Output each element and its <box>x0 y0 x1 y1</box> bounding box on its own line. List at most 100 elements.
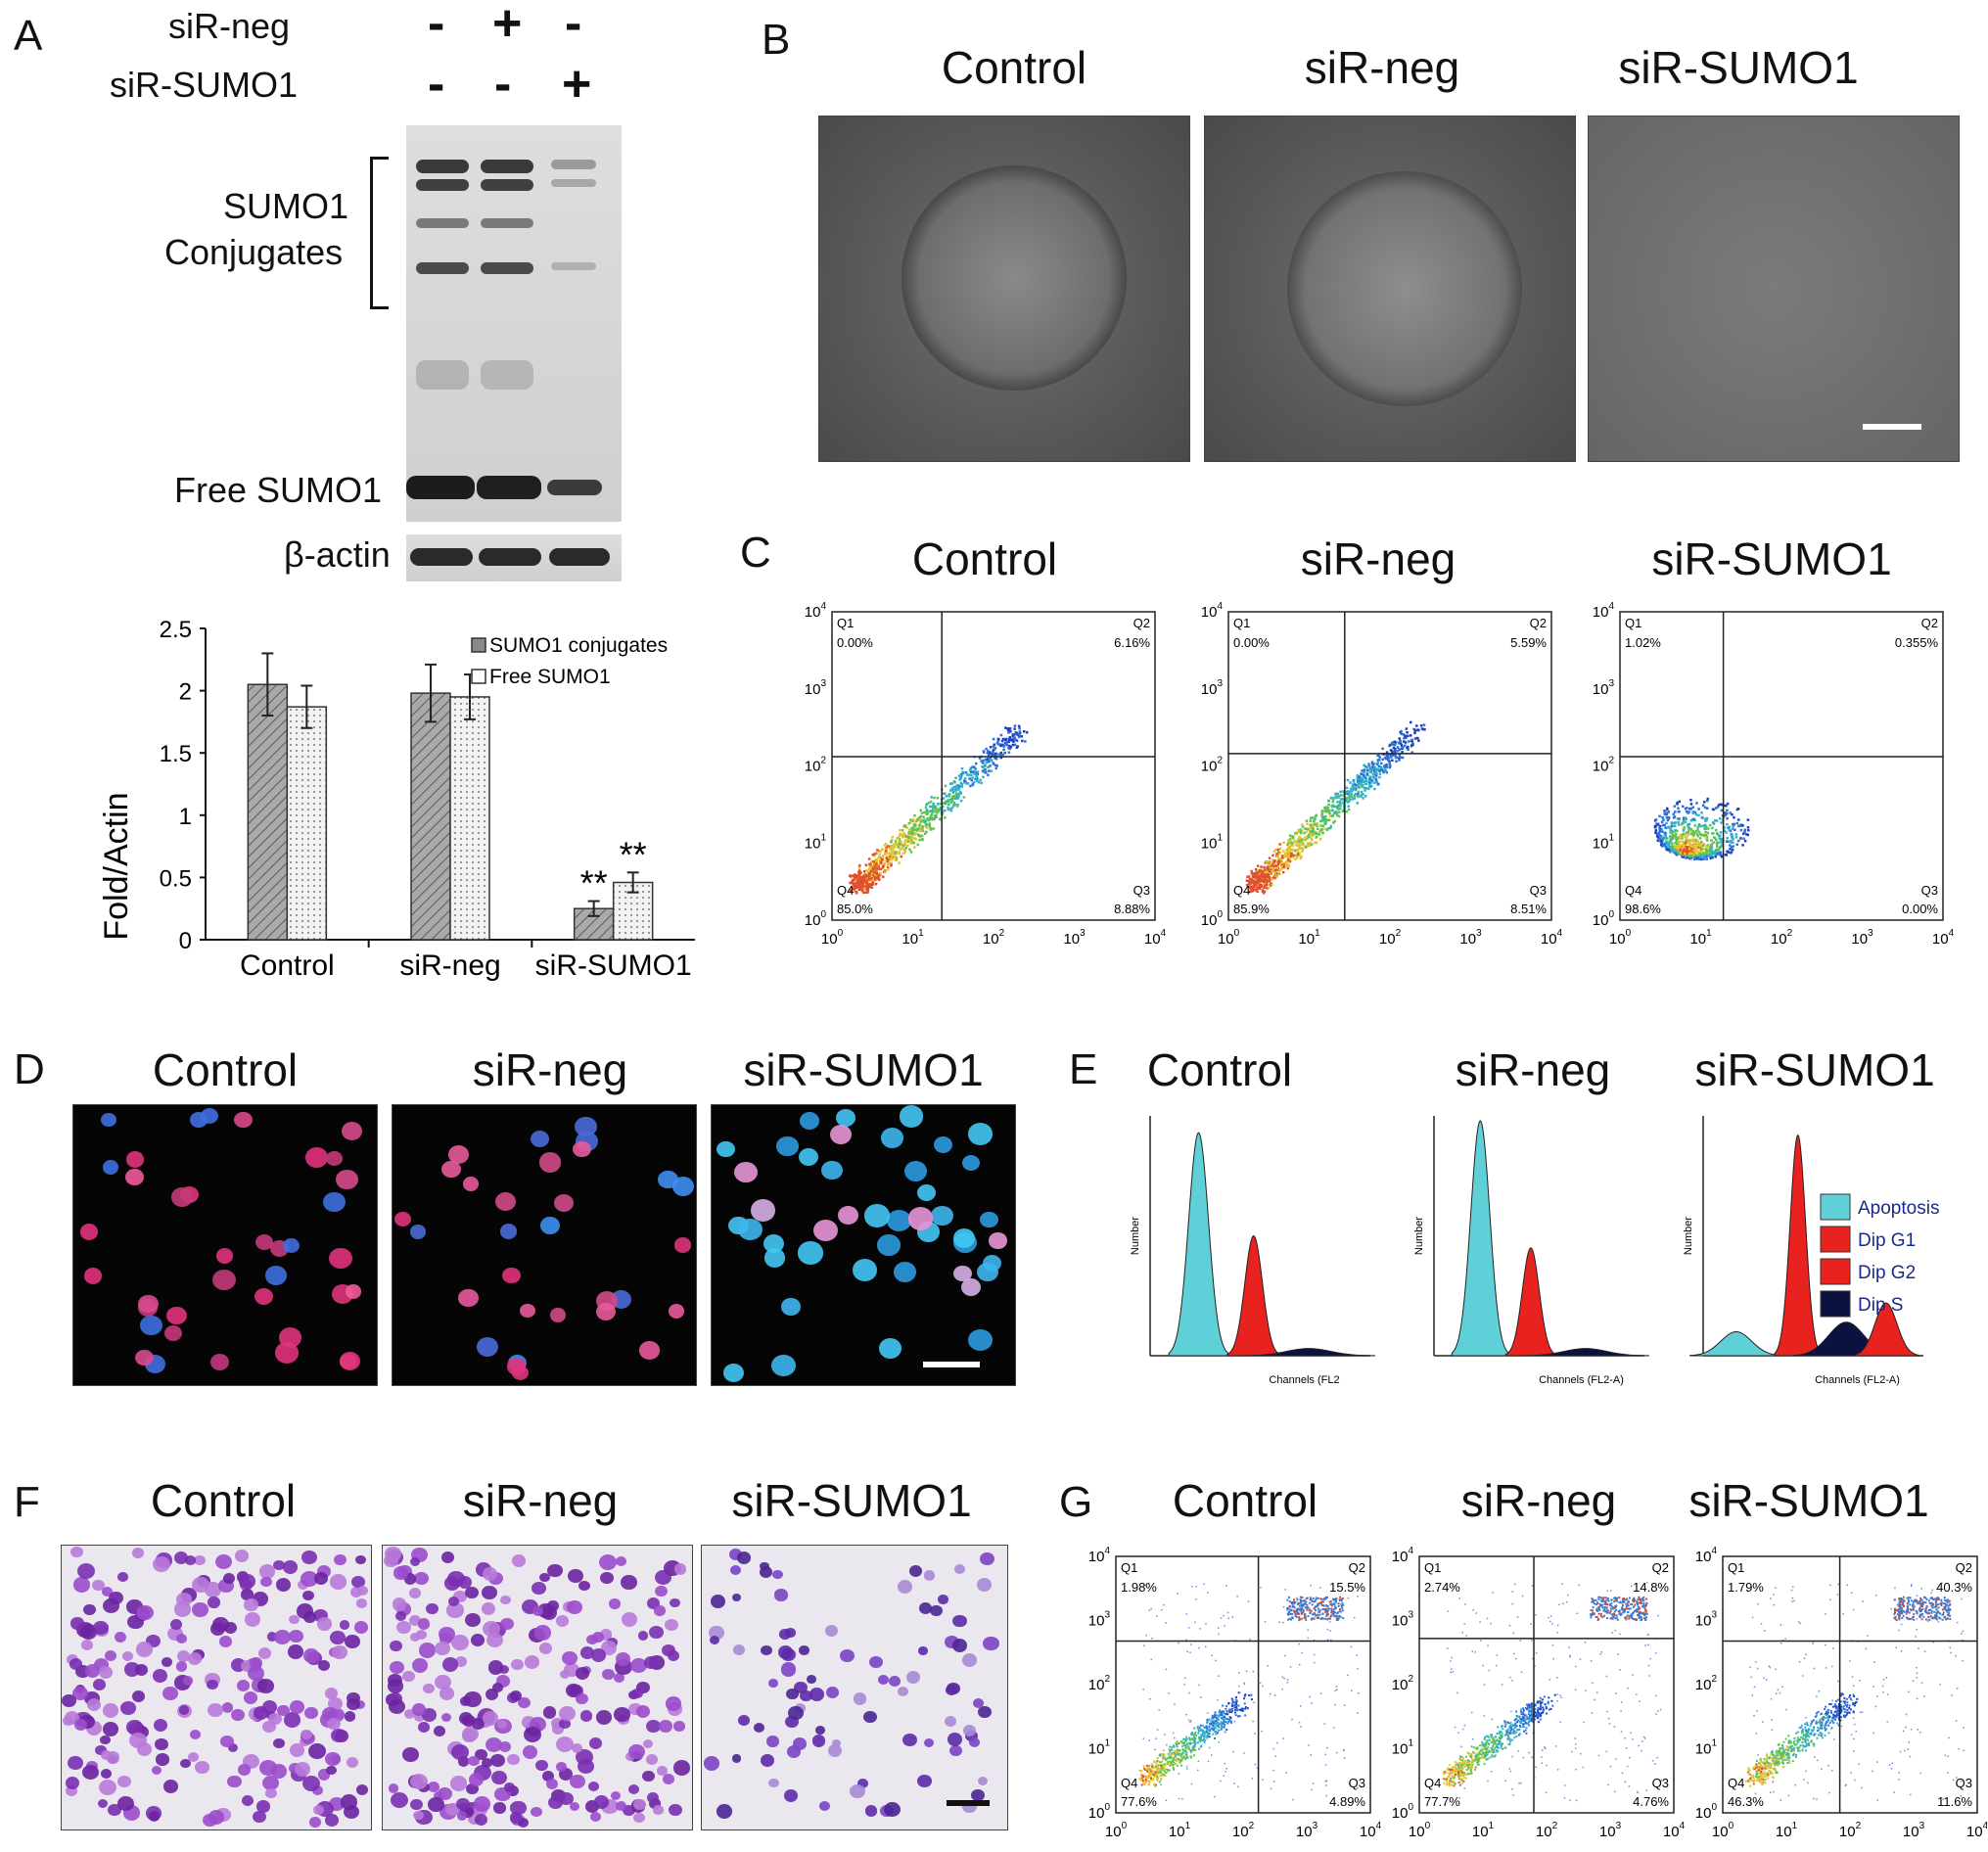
quadrant-label: Q4 <box>1233 883 1250 898</box>
cell-nucleus <box>729 1564 741 1575</box>
y-tick-label: 100 <box>1593 909 1615 929</box>
scale-bar <box>947 1800 990 1806</box>
y-axis-label: Number <box>1130 1217 1141 1255</box>
cell-nucleus <box>589 1737 603 1750</box>
cell-nucleus <box>840 1649 855 1663</box>
cell-nucleus <box>595 1710 613 1725</box>
cell-nucleus <box>259 1564 276 1579</box>
cell-nucleus <box>657 1766 668 1776</box>
cell-nucleus <box>410 1773 429 1789</box>
cell-nucleus <box>101 1749 113 1760</box>
y-tick-label: 103 <box>1695 1610 1718 1630</box>
cell-nucleus <box>394 1611 407 1622</box>
cell-nucleus <box>653 1805 664 1815</box>
cell-nucleus <box>507 1753 521 1766</box>
cell-nucleus <box>799 1644 809 1655</box>
cell-nucleus <box>476 1336 499 1357</box>
legend-swatch <box>471 669 486 684</box>
cell-nucleus <box>413 1810 424 1820</box>
cell-nucleus <box>302 1648 319 1663</box>
panel-b-title-sir-neg: siR-neg <box>1304 42 1460 93</box>
cell-nucleus <box>500 1617 515 1631</box>
cell-nucleus <box>422 1708 438 1722</box>
cell-nucleus <box>413 1712 425 1722</box>
panel-f-title-sir-neg: siR-neg <box>462 1475 619 1526</box>
cell-nucleus <box>555 1762 567 1772</box>
cell-nucleus <box>221 1702 234 1713</box>
cell-nucleus <box>952 1614 967 1628</box>
x-tick-label: 101 <box>1689 928 1712 948</box>
cell-nucleus <box>969 1736 981 1747</box>
event-density <box>1442 1582 1663 1802</box>
cell-nucleus <box>547 1600 559 1611</box>
cell-nucleus <box>208 1810 224 1825</box>
cell-nucleus <box>446 1602 464 1618</box>
cell-nucleus <box>945 1716 957 1728</box>
cell-nucleus <box>549 1308 567 1323</box>
lane-sign: + <box>492 0 523 52</box>
y-tick-label: 2.5 <box>160 617 192 643</box>
cell-nucleus <box>412 1703 427 1716</box>
cell-nucleus <box>579 1710 593 1722</box>
cell-nucleus <box>439 1687 455 1700</box>
panel-b-letter: B <box>762 16 791 64</box>
quadrant-label: Q1 <box>1121 1560 1137 1575</box>
cell-nucleus <box>166 1306 187 1325</box>
y-tick-label: 103 <box>1392 1610 1414 1630</box>
cell-nucleus <box>194 1554 206 1566</box>
quadrant-value: 1.02% <box>1625 635 1661 650</box>
panel-d-letter: D <box>14 1045 45 1093</box>
cell-nucleus <box>409 1556 420 1566</box>
cell-nucleus <box>482 1711 498 1727</box>
cell-nucleus <box>647 1791 659 1803</box>
cell-nucleus <box>491 1770 508 1784</box>
cell-nucleus <box>262 1721 276 1734</box>
cell-nucleus <box>301 1571 318 1587</box>
cell-nucleus <box>77 1562 96 1579</box>
x-axis-label: Channels (FL2-A) <box>1815 1374 1900 1386</box>
cell-nucleus <box>237 1680 251 1692</box>
cell-nucleus <box>953 1265 972 1282</box>
cell-nucleus <box>614 1707 630 1722</box>
lane-sign: - <box>428 56 445 113</box>
cell-nucleus <box>347 1692 360 1705</box>
cell-nucleus <box>471 1718 485 1731</box>
cell-nucleus <box>897 1687 908 1697</box>
cell-nucleus <box>487 1660 504 1675</box>
panel-a-letter: A <box>14 12 43 60</box>
cell-nucleus <box>153 1555 171 1572</box>
transwell-image-sir-neg <box>382 1545 693 1830</box>
cell-nucleus <box>339 1620 349 1630</box>
cell-nucleus <box>531 1806 542 1818</box>
cell-nucleus <box>811 1735 826 1747</box>
cell-nucleus <box>897 1580 912 1594</box>
cell-nucleus <box>609 1598 621 1609</box>
cell-nucleus <box>153 1719 168 1733</box>
cell-nucleus <box>469 1773 485 1786</box>
cell-nucleus <box>569 1774 586 1789</box>
cell-nucleus <box>325 1814 339 1827</box>
cell-nucleus <box>785 1628 796 1638</box>
cell-nucleus <box>354 1554 366 1565</box>
cell-nucleus <box>474 1814 487 1827</box>
histogram-peak <box>1521 1348 1649 1357</box>
cell-nucleus <box>396 1620 412 1635</box>
x-tick-label: 100 <box>1105 1821 1128 1840</box>
y-tick-label: 103 <box>805 678 827 698</box>
cell-nucleus <box>639 1341 660 1360</box>
cell-nucleus <box>622 1612 638 1627</box>
cell-nucleus <box>545 1778 559 1790</box>
cell-nucleus <box>590 1648 606 1662</box>
cell-nucleus <box>276 1578 292 1592</box>
cell-nucleus <box>434 1674 451 1690</box>
cell-nucleus <box>864 1204 891 1227</box>
cell-nucleus <box>978 1706 992 1719</box>
quadrant-label: Q3 <box>1530 883 1547 898</box>
bar <box>410 692 451 941</box>
cell-nucleus <box>83 1604 96 1616</box>
cell-nucleus <box>63 1716 73 1726</box>
cell-nucleus <box>717 1140 735 1157</box>
cell-nucleus <box>326 1765 338 1776</box>
histogram-peak <box>1852 1302 1919 1357</box>
cell-nucleus <box>586 1635 598 1645</box>
